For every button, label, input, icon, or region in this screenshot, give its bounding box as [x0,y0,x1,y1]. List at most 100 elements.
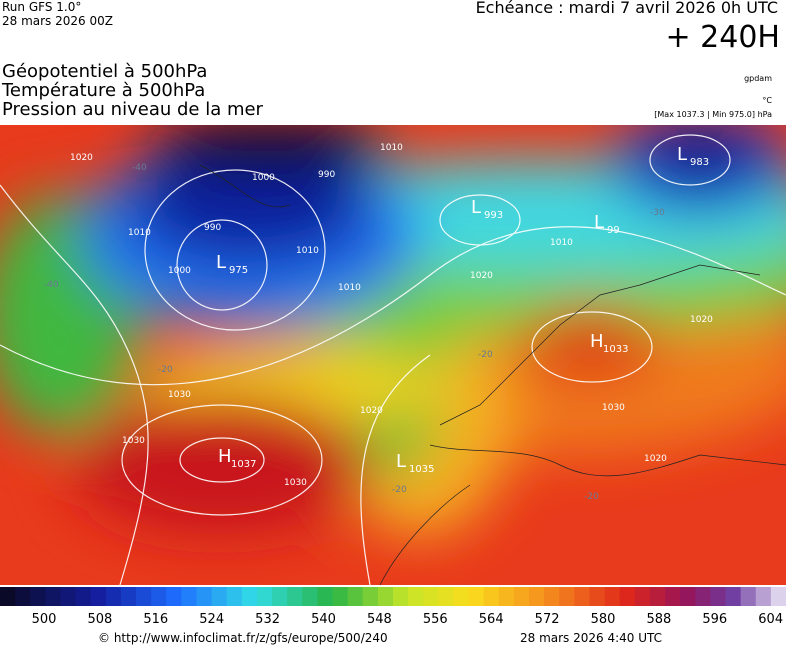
colorbar-swatch [332,587,349,606]
colorbar-swatch [755,587,772,606]
contour-label: 1000 [168,266,191,276]
colorbar-swatch [181,587,197,606]
colorbar-label: 564 [479,612,504,627]
contour-label: 1010 [550,238,573,248]
unit: gpdam [744,74,772,83]
colorbar-swatch [75,587,92,606]
colorbar-swatch [680,587,696,606]
source: © http://www.infoclimat.fr/z/gfs/europe/… [98,631,388,645]
colorbar-swatch [60,587,77,606]
colorbar-swatch [362,587,379,606]
colorbar-swatch [120,587,137,606]
colorbar-label: 596 [702,612,727,627]
contour-label: -30 [650,208,665,218]
colorbar-swatch [408,587,424,606]
colorbar-label: 508 [87,612,112,627]
field: Température à 500hPa [2,80,206,101]
contour-label: 1020 [690,315,713,325]
contour-label: 990 [318,170,335,180]
colorbar-label: 516 [143,612,168,627]
colorbar-swatch [377,587,394,606]
colorbar-swatch [15,587,31,606]
colorbar: 500 508 516 524 532 540 548 556 564 572 580 588 596 6… [0,587,786,627]
colorbar-swatch [589,587,606,606]
generated: 28 mars 2026 4:40 UTC [520,631,663,645]
colorbar-swatch [604,587,621,606]
colorbar-swatch [256,587,273,606]
contour-label: 1010 [338,283,361,293]
colorbar-swatch [453,587,470,606]
colorbar-swatch [498,587,515,606]
lead-time: + 240H [665,20,781,55]
center-value: 1037 [231,459,256,470]
field: Pression au niveau de la mer [2,99,263,120]
colorbar-swatch [196,587,213,606]
colorbar-swatch [30,587,46,606]
colorbar-swatch [619,587,636,606]
unit: °C [762,96,772,105]
contour-label: 1010 [296,246,319,256]
colorbar-swatch [559,587,575,606]
colorbar-swatch [513,587,530,606]
colorbar-label: 532 [255,612,280,627]
center-letter: H [590,331,604,352]
contour-label: 1030 [122,436,145,446]
run: Run GFS 1.0° [2,0,82,14]
center-value: 99 [607,225,620,236]
contour-label: -20 [478,350,493,360]
contour-label: -40 [132,163,147,173]
colorbar-swatch [483,587,500,606]
colorbar-swatch [211,587,228,606]
contour-label: 1020 [70,153,93,163]
colorbar-swatch [226,587,243,606]
colorbar-label: 572 [535,612,560,627]
center-letter: L [594,212,604,233]
colorbar-swatch [695,587,711,606]
contour-label: 1010 [380,143,403,153]
contour-label: -20 [584,492,599,502]
colorbar-swatch [166,587,182,606]
contour-label: 1030 [284,478,307,488]
contour-label: -20 [392,485,407,495]
center-letter: L [677,144,687,165]
valid-time: Echéance : mardi 7 avril 2026 0h UTC [475,0,778,17]
colorbar-swatch [90,587,107,606]
center-letter: H [218,446,232,467]
colorbar-label: 540 [311,612,336,627]
contour-label: 1010 [128,228,151,238]
contour-label: -20 [158,365,173,375]
colorbar-swatch [710,587,727,606]
colorbar-swatch [770,587,786,606]
colorbar-swatch [317,587,334,606]
colorbar-swatch [272,587,288,606]
colorbar-swatch [393,587,409,606]
colorbar-swatch [151,587,167,606]
colorbar-swatch [45,587,61,606]
center-letter: L [396,451,406,472]
center-value: 1035 [409,464,434,475]
colorbar-swatch [529,587,545,606]
contour-label: 1020 [470,271,493,281]
colorbar-swatch [574,587,590,606]
center-value: 983 [690,157,709,168]
center-value: 975 [229,265,248,276]
colorbar-swatch [347,587,364,606]
contour-label: 990 [204,223,221,233]
colorbar-swatch [136,587,152,606]
colorbar-label: 604 [758,612,783,627]
colorbar-label: 548 [367,612,392,627]
colorbar-swatch [634,587,651,606]
contour-label: 1000 [252,173,275,183]
colorbar-swatch [287,587,303,606]
colorbar-label: 500 [32,612,57,627]
field: Géopotentiel à 500hPa [2,61,208,82]
colorbar-swatch [241,587,258,606]
run-date: 28 mars 2026 00Z [2,14,113,28]
colorbar-swatch [105,587,122,606]
colorbar-swatch [740,587,757,606]
colorbar-swatch [468,587,485,606]
contour-label: 1020 [644,454,667,464]
colorbar-swatch [438,587,454,606]
contour-label: 1030 [168,390,191,400]
